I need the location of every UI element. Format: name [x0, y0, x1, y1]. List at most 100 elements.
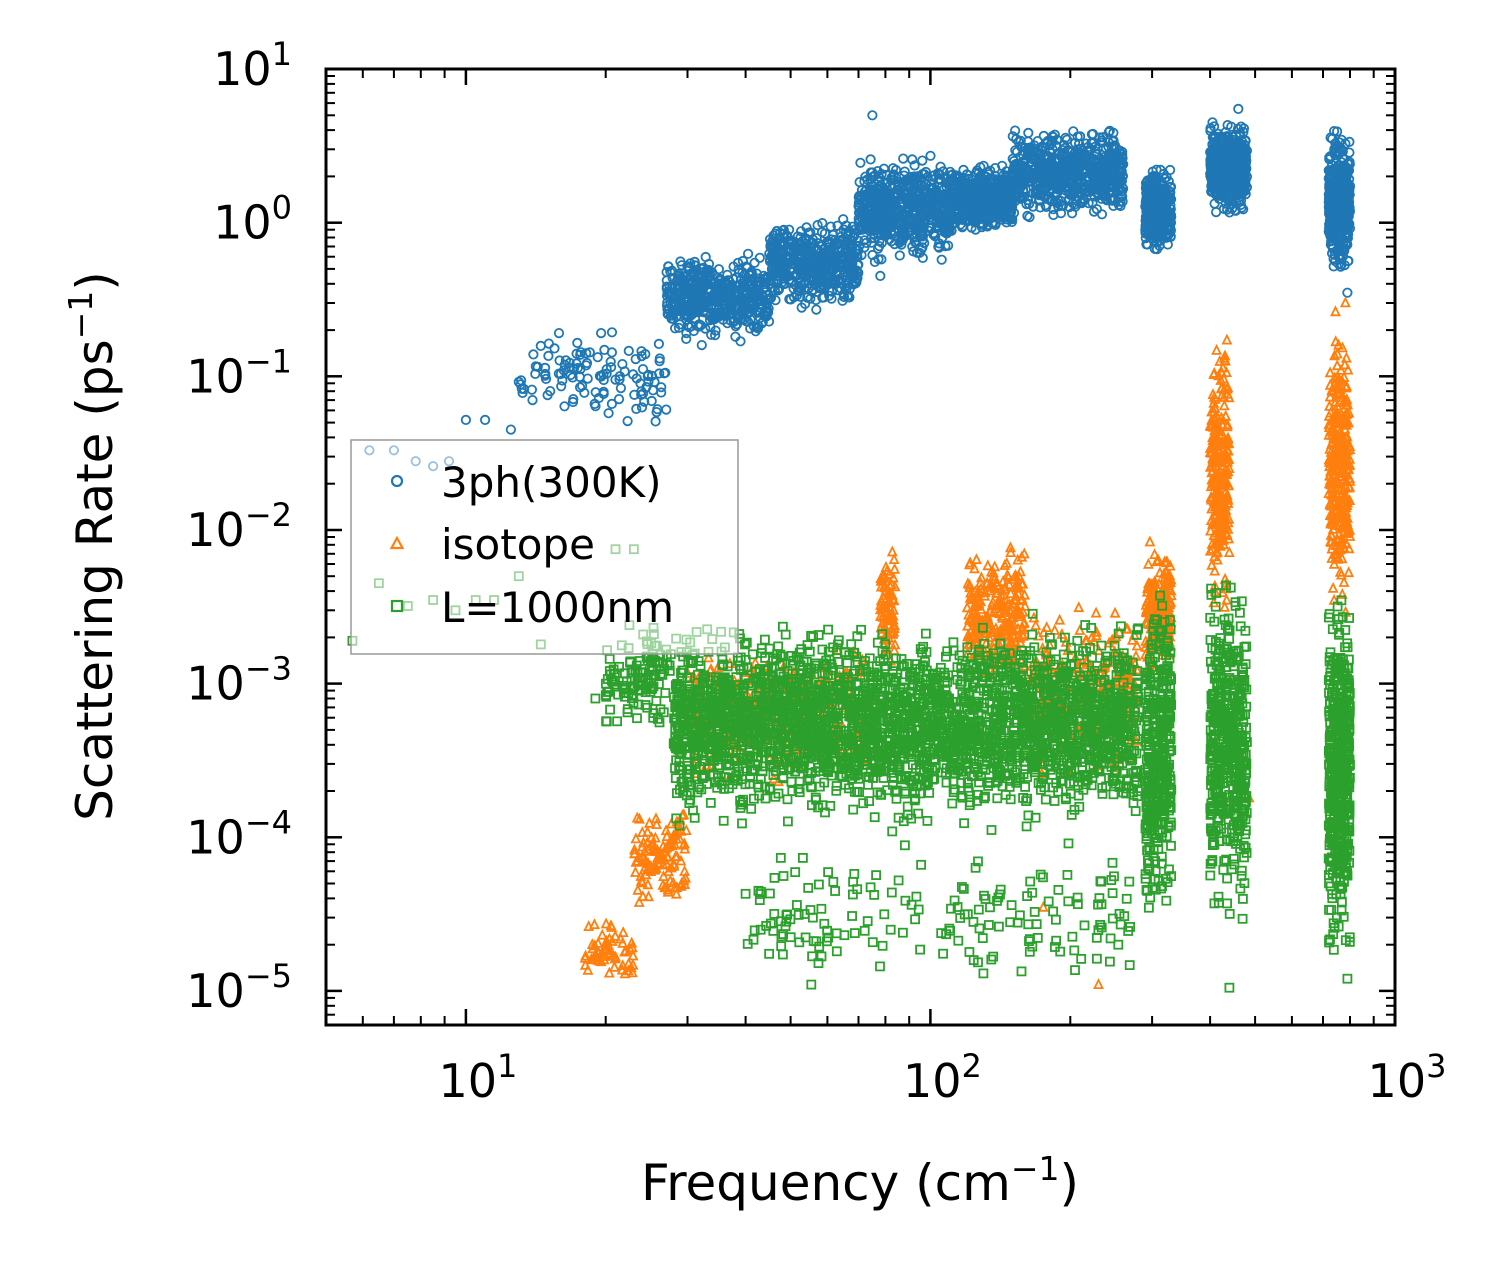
point-3ph — [805, 293, 816, 304]
point-3ph — [631, 403, 642, 414]
point-3ph — [675, 256, 686, 267]
point-3ph — [619, 366, 630, 377]
point-3ph — [650, 416, 661, 427]
point-3ph — [649, 376, 660, 387]
point-3ph — [614, 374, 625, 385]
point-3ph — [757, 316, 768, 327]
point-3ph — [669, 323, 681, 334]
point-3ph — [743, 291, 755, 302]
point-3ph — [576, 380, 588, 391]
point-3ph — [709, 301, 720, 313]
point-3ph — [654, 353, 665, 364]
point-3ph — [656, 382, 667, 393]
point-3ph — [722, 269, 733, 280]
point-3ph — [605, 356, 616, 367]
point-3ph — [584, 347, 595, 358]
point-3ph — [564, 357, 575, 368]
point-3ph — [735, 336, 746, 347]
point-3ph — [559, 401, 570, 412]
point-3ph — [623, 345, 634, 356]
point-3ph — [700, 307, 711, 318]
point-3ph — [610, 374, 621, 385]
point-3ph — [754, 252, 765, 263]
point-3ph — [637, 363, 649, 375]
point-3ph — [681, 327, 692, 339]
point-3ph — [699, 295, 710, 306]
point-3ph — [643, 376, 654, 387]
point-3ph — [746, 266, 757, 277]
point-3ph — [765, 292, 777, 303]
point-3ph — [673, 268, 685, 279]
point-3ph — [636, 402, 648, 413]
point-3ph — [720, 298, 732, 309]
point-3ph — [664, 287, 676, 298]
point-3ph — [770, 237, 782, 248]
point-3ph — [792, 285, 804, 296]
point-3ph — [686, 321, 697, 332]
point-3ph — [816, 227, 828, 238]
point-3ph — [773, 284, 785, 295]
point-3ph — [689, 313, 701, 324]
point-3ph — [592, 352, 603, 363]
point-3ph — [700, 323, 711, 334]
point-3ph — [622, 415, 633, 427]
point-3ph — [709, 313, 720, 325]
point-3ph — [733, 267, 745, 278]
point-3ph — [567, 372, 578, 383]
point-3ph — [682, 261, 693, 272]
point-3ph — [750, 326, 761, 337]
point-3ph — [515, 375, 527, 386]
point-3ph — [763, 316, 775, 327]
point-3ph — [747, 273, 758, 285]
point-3ph — [724, 298, 735, 309]
point-3ph — [663, 261, 674, 272]
point-3ph — [824, 290, 835, 301]
point-3ph — [681, 333, 692, 344]
point-3ph — [722, 318, 733, 329]
point-3ph — [706, 329, 717, 340]
point-3ph — [539, 362, 551, 373]
point-3ph — [667, 310, 678, 321]
point-3ph — [543, 350, 554, 361]
point-3ph — [605, 362, 617, 373]
point-3ph — [568, 393, 579, 405]
point-3ph — [603, 408, 614, 419]
point-3ph — [557, 375, 568, 386]
point-3ph — [776, 266, 787, 278]
point-3ph — [732, 257, 744, 268]
point-3ph — [723, 292, 734, 303]
point-3ph — [799, 298, 811, 309]
point-3ph — [785, 277, 797, 288]
point-3ph — [696, 339, 707, 351]
point-3ph — [553, 327, 565, 339]
point-3ph — [748, 288, 760, 299]
point-3ph — [685, 270, 697, 281]
point-3ph — [818, 282, 829, 294]
point-3ph — [752, 305, 763, 316]
point-3ph — [513, 376, 524, 387]
point-3ph — [752, 279, 763, 291]
point-3ph — [709, 330, 721, 341]
point-3ph — [693, 276, 705, 287]
point-3ph — [659, 368, 670, 379]
point-3ph — [631, 373, 642, 384]
point-3ph — [596, 371, 607, 382]
point-3ph — [664, 282, 675, 293]
point-3ph — [844, 265, 856, 276]
point-3ph — [809, 274, 820, 285]
point-3ph — [643, 369, 654, 380]
point-3ph — [835, 283, 846, 294]
point-3ph — [673, 322, 685, 333]
point-3ph — [556, 381, 567, 392]
point-3ph — [812, 220, 823, 231]
point-3ph — [563, 362, 575, 373]
point-3ph — [678, 304, 689, 315]
data-points-layer — [347, 103, 1356, 993]
point-3ph — [613, 393, 625, 405]
point-3ph — [772, 278, 783, 289]
point-3ph — [555, 368, 567, 380]
point-3ph — [654, 368, 665, 379]
point-3ph — [731, 285, 742, 297]
point-3ph — [532, 361, 543, 372]
